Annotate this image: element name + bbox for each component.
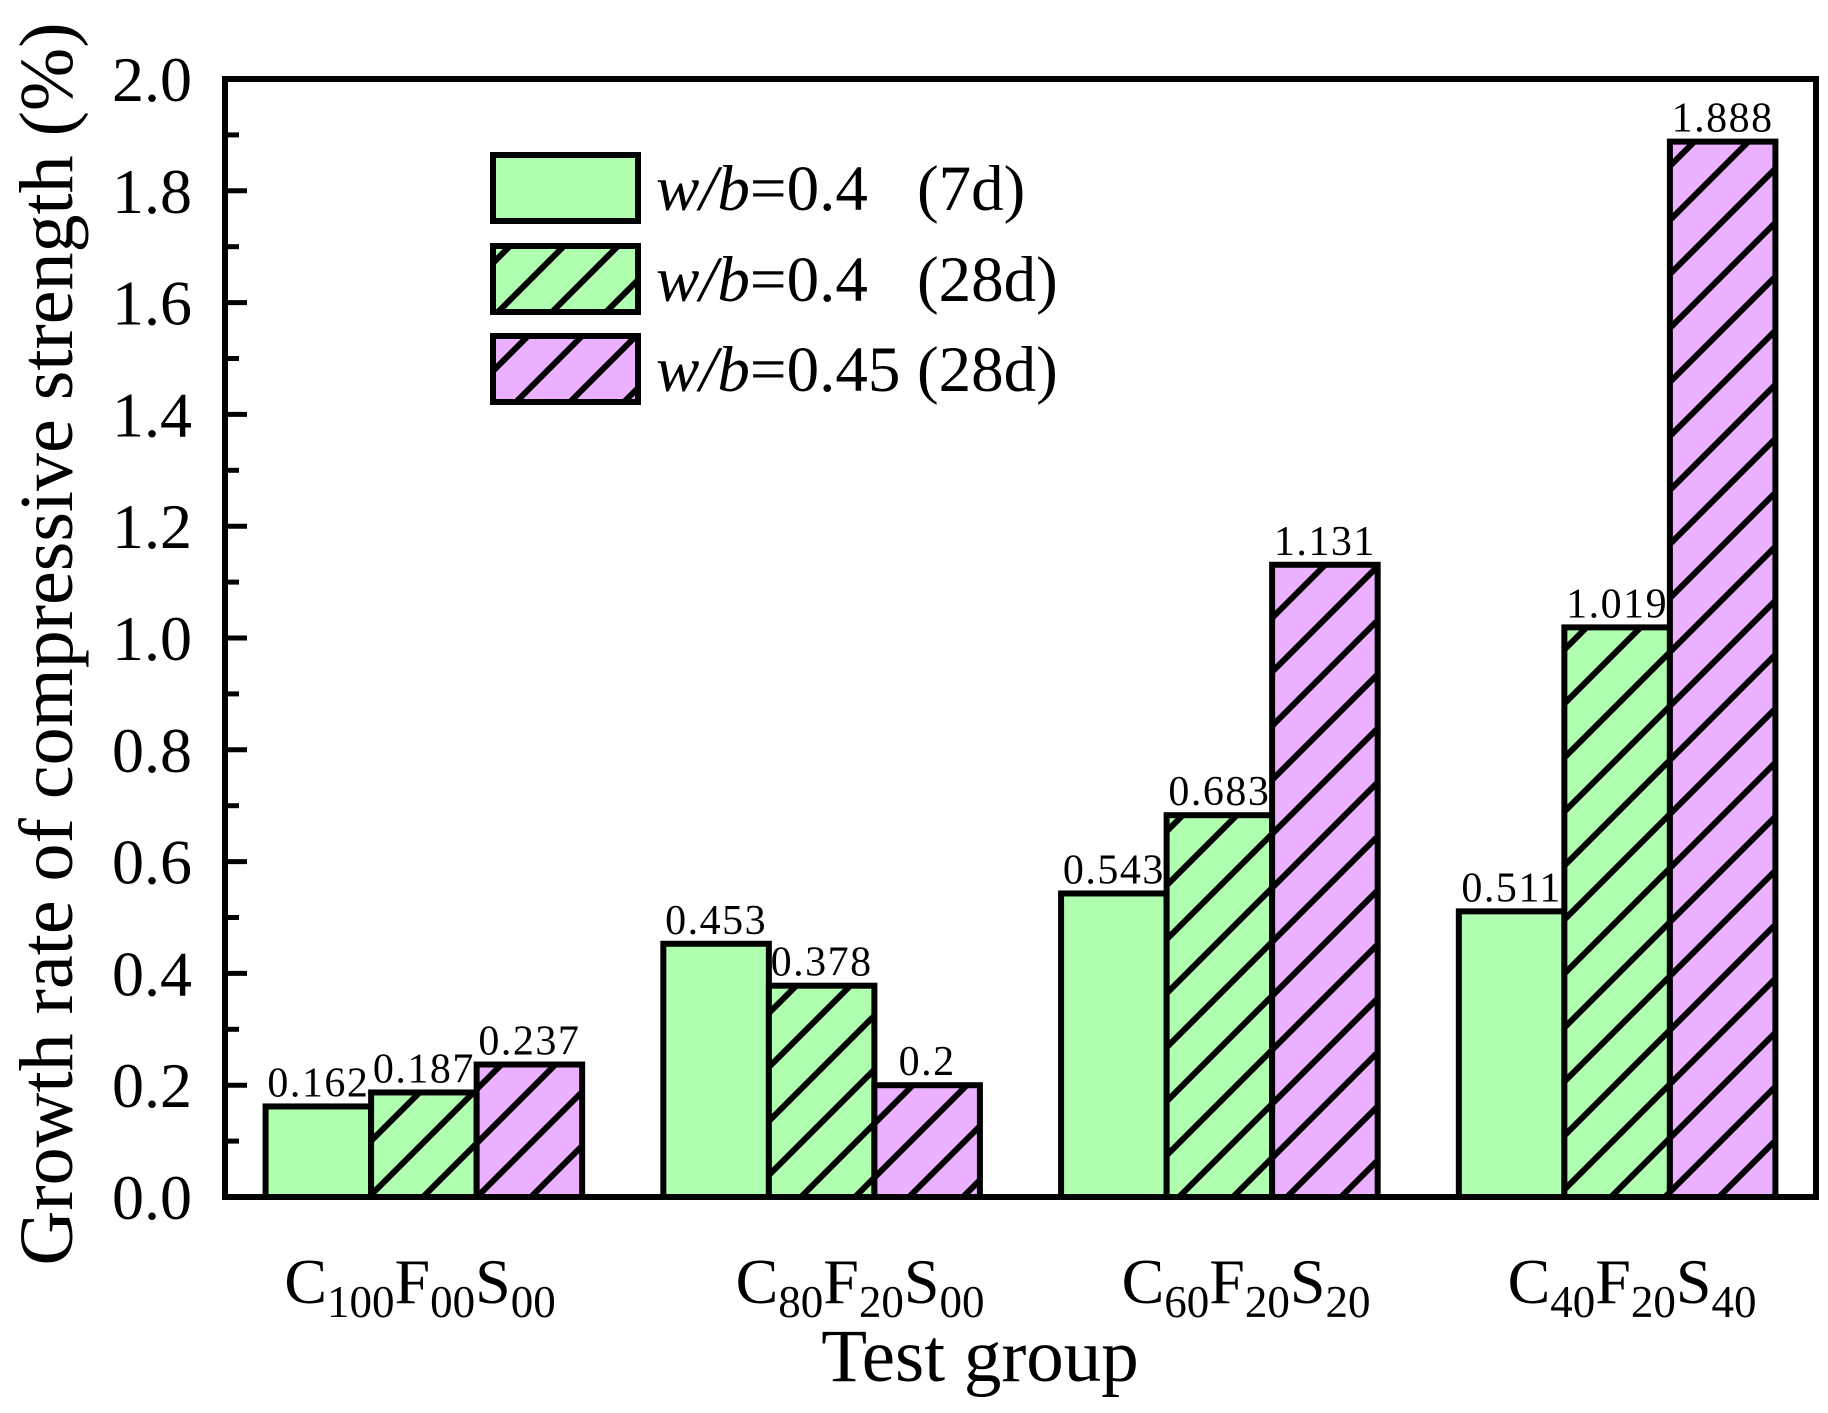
x-axis-category-labels: C100F00S00 C80F20S00 C60F20S20 C40F20S40 <box>284 1246 1756 1327</box>
data-label: 0.378 <box>771 940 873 986</box>
data-label: 0.2 <box>899 1039 956 1085</box>
category-letter: S <box>475 1246 511 1317</box>
legend-label-ratio: =0.4 <box>750 153 884 225</box>
y-axis-tick-labels: 0.0 0.2 0.4 0.6 0.8 1.0 1.2 1.4 1.6 1.8 2.0 <box>112 44 192 1233</box>
legend-label-italic: w/b <box>656 153 750 225</box>
bar-series1-group1 <box>262 1103 375 1201</box>
legend-swatch <box>490 243 641 315</box>
legend-label-age: (7d) <box>917 153 1025 225</box>
bar-series2-group4 <box>1561 624 1673 1200</box>
bar-series1-group3 <box>1058 890 1170 1200</box>
category-subscript: 20 <box>1631 1277 1676 1327</box>
category-subscript: 20 <box>1325 1277 1370 1327</box>
legend-label-italic: w/b <box>656 334 750 406</box>
data-label: 1.019 <box>1566 581 1668 627</box>
category-subscript: 40 <box>1711 1277 1756 1327</box>
x-axis-title: Test group <box>821 1315 1139 1398</box>
legend-entry: w/b=0.4 (28d) <box>490 243 1058 316</box>
y-tick-label: 1.0 <box>112 603 192 674</box>
y-tick-label: 1.4 <box>112 379 192 450</box>
category-subscript: 00 <box>511 1277 556 1327</box>
category-subscript: 80 <box>778 1277 823 1327</box>
y-tick-label: 0.4 <box>112 938 192 1009</box>
category-letter: S <box>1290 1246 1326 1317</box>
bar-series2-group1 <box>368 1089 480 1201</box>
data-label: 0.162 <box>267 1060 369 1106</box>
y-tick-label: 0.6 <box>112 827 192 898</box>
data-label: 1.888 <box>1672 96 1774 142</box>
category-letter: F <box>1595 1246 1631 1317</box>
data-label: 1.131 <box>1274 519 1376 565</box>
bar-series3-group2 <box>871 1082 983 1200</box>
category-letter: C <box>736 1246 779 1317</box>
category-letter: S <box>904 1246 940 1317</box>
bar-series3-group1 <box>473 1061 586 1200</box>
bar-series1-group2 <box>660 940 772 1201</box>
y-tick-label: 0.8 <box>112 715 192 786</box>
legend-entry: w/b=0.45 (28d) <box>490 333 1058 406</box>
bar-series1-group4 <box>1455 908 1568 1200</box>
category-subscript: 100 <box>327 1277 395 1327</box>
legend-label: w/b=0.45 (28d) <box>656 334 1058 406</box>
data-label: 0.237 <box>478 1019 580 1065</box>
legend-label-italic: w/b <box>656 244 750 316</box>
bar-series2-group3 <box>1163 812 1276 1200</box>
x-category-label: C40F20S40 <box>1508 1246 1757 1327</box>
legend-swatch <box>490 152 641 224</box>
category-letter: C <box>1122 1246 1165 1317</box>
category-subscript: 20 <box>859 1277 904 1327</box>
category-subscript: 60 <box>1164 1277 1209 1327</box>
legend: w/b=0.4 (7d)w/b=0.4 (28d)w/b=0.45 (28d) <box>490 152 1058 406</box>
y-tick-label: 2.0 <box>112 44 192 115</box>
category-letter: S <box>1676 1246 1712 1317</box>
data-label: 0.511 <box>1461 865 1561 911</box>
legend-label-ratio: =0.45 <box>750 334 917 406</box>
category-letter: C <box>284 1246 327 1317</box>
x-category-label: C60F20S20 <box>1122 1246 1371 1327</box>
x-category-label: C100F00S00 <box>284 1246 555 1327</box>
y-tick-label: 1.8 <box>112 156 192 227</box>
data-label: 0.543 <box>1063 847 1165 893</box>
category-subscript: 40 <box>1550 1277 1595 1327</box>
legend-entry: w/b=0.4 (7d) <box>490 152 1025 225</box>
y-tick-label: 0.0 <box>112 1162 192 1233</box>
data-label: 0.453 <box>665 898 767 944</box>
data-label: 0.187 <box>373 1046 475 1092</box>
x-category-label: C80F20S00 <box>736 1246 985 1327</box>
category-subscript: 00 <box>430 1277 475 1327</box>
y-tick-label: 1.2 <box>112 491 192 562</box>
bar-series3-group4 <box>1666 138 1779 1200</box>
legend-label-age: (28d) <box>917 334 1058 406</box>
legend-label-age: (28d) <box>917 244 1058 316</box>
category-letter: F <box>1209 1246 1245 1317</box>
y-axis-title: Growth rate of compressive strength (%) <box>5 22 89 1265</box>
category-letter: C <box>1508 1246 1551 1317</box>
y-axis-ticks <box>225 132 247 1144</box>
y-tick-label: 0.2 <box>112 1050 192 1121</box>
category-subscript: 00 <box>939 1277 984 1327</box>
legend-swatch <box>490 333 641 405</box>
data-label: 0.683 <box>1168 769 1270 815</box>
bar-series2-group2 <box>765 982 878 1200</box>
legend-label: w/b=0.4 (7d) <box>656 153 1025 225</box>
legend-label-ratio: =0.4 <box>750 244 884 316</box>
category-letter: F <box>395 1246 431 1317</box>
category-letter: F <box>823 1246 859 1317</box>
legend-label: w/b=0.4 (28d) <box>656 244 1058 316</box>
category-subscript: 20 <box>1245 1277 1290 1327</box>
y-tick-label: 1.6 <box>112 268 192 339</box>
bar-series3-group3 <box>1269 561 1381 1200</box>
